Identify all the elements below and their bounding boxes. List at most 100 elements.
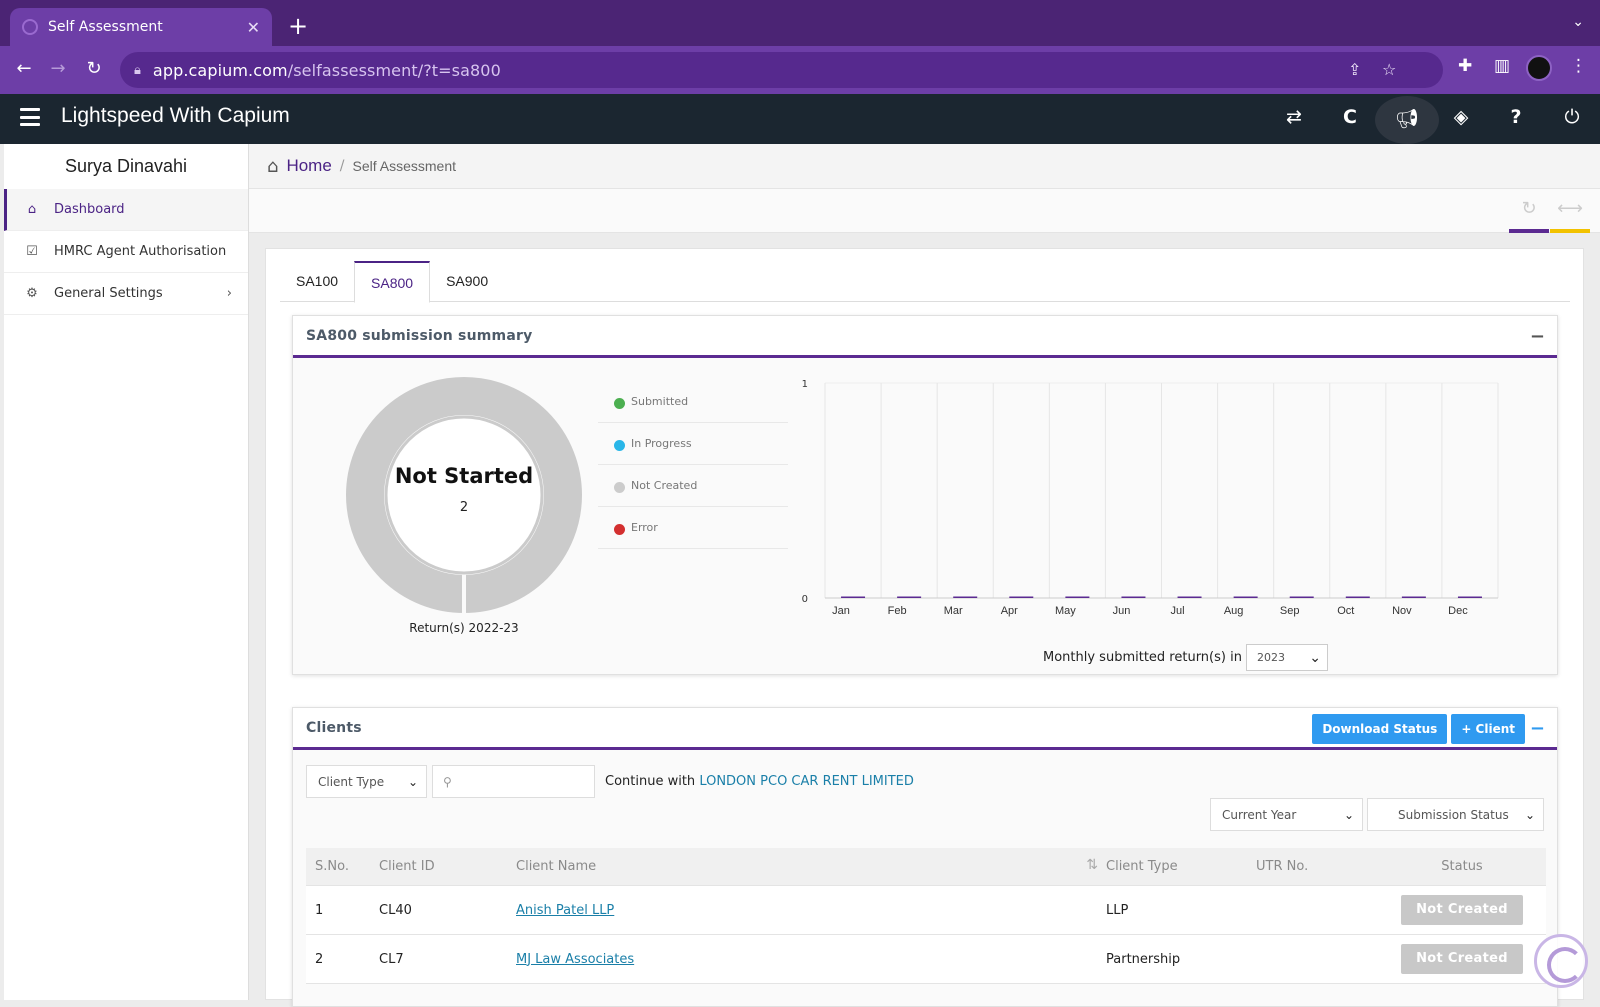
cell-sno: 1: [315, 902, 324, 918]
legend-dot: [614, 398, 625, 409]
browser-menu-icon[interactable]: ⋮: [1570, 56, 1587, 76]
sidebar-item-dashboard[interactable]: ⌂ Dashboard: [4, 189, 248, 231]
ticket-icon[interactable]: ◈: [1453, 106, 1469, 128]
download-status-button[interactable]: Download Status: [1312, 714, 1448, 744]
expand-width-icon[interactable]: ⟷: [1550, 189, 1590, 233]
panel-header: SA800 submission summary −: [293, 316, 1557, 358]
continue-client-link[interactable]: LONDON PCO CAR RENT LIMITED: [699, 774, 914, 789]
legend-item-in-progress: In Progress: [598, 423, 788, 465]
sidebar-item-label: Dashboard: [54, 202, 125, 217]
returns-donut-chart: Not Started 2: [346, 377, 582, 613]
bar-dec: [1457, 596, 1482, 598]
app-header: Lightspeed With Capium ⇄ C 📢︎ ◈ ? ⏻: [0, 94, 1600, 144]
panel-title: SA800 submission summary: [306, 327, 533, 344]
bar-jul: [1177, 596, 1202, 598]
bar-sep: [1289, 596, 1314, 598]
bar-apr: [1009, 596, 1034, 598]
client-search-input[interactable]: ⚲: [432, 765, 595, 798]
new-tab-icon[interactable]: +: [288, 12, 309, 40]
address-bar[interactable]: 🔒︎ app.capium.com/selfassessment/?t=sa80…: [120, 52, 1443, 88]
return-type-tabs: SA100 SA800 SA900: [280, 261, 1570, 303]
hamburger-menu-icon[interactable]: [20, 108, 40, 126]
donut-status-text: Not Started: [395, 464, 533, 488]
share-icon[interactable]: ⇪: [1348, 60, 1362, 79]
tab-sa800[interactable]: SA800: [354, 261, 431, 303]
submission-status-select[interactable]: Submission Status ⌄: [1367, 798, 1544, 831]
breadcrumb-home-link[interactable]: Home: [286, 156, 332, 175]
profile-avatar[interactable]: [1526, 55, 1552, 81]
sort-icon[interactable]: ⇅: [1086, 857, 1098, 873]
collapse-icon[interactable]: −: [1529, 326, 1545, 347]
browser-tab[interactable]: Self Assessment ✕: [10, 8, 272, 46]
add-client-button[interactable]: + Client: [1451, 714, 1525, 744]
sidebar: Surya Dinavahi ⌂ Dashboard ☑ HMRC Agent …: [4, 144, 249, 1000]
home-icon: ⌂: [267, 155, 279, 177]
power-icon[interactable]: ⏻: [1564, 106, 1580, 128]
sidebar-item-general-settings[interactable]: ⚙ General Settings ›: [4, 273, 248, 315]
table-row: 2 CL7 MJ Law Associates Partnership Not …: [306, 935, 1546, 984]
chevron-down-icon: ⌄: [1524, 807, 1535, 822]
client-name-link[interactable]: Anish Patel LLP: [516, 902, 615, 918]
browser-tab-strip: Self Assessment ✕ + ⌄: [0, 0, 1600, 46]
client-filter-row-2: Current Year ⌄ Submission Status ⌄: [1210, 798, 1544, 831]
legend-item-not-created: Not Created: [598, 465, 788, 507]
bar-mar: [953, 596, 978, 598]
extensions-icon[interactable]: ✚: [1458, 56, 1473, 76]
chevron-down-icon: ⌄: [407, 774, 418, 789]
side-panel-icon[interactable]: ▥: [1494, 56, 1511, 76]
client-filter-row: Client Type ⌄ ⚲ Continue with LONDON PCO…: [306, 765, 914, 798]
column-header-client-type[interactable]: Client Type: [1106, 859, 1178, 874]
client-type-select[interactable]: Client Type ⌄: [306, 765, 427, 798]
panel-header: Clients Download Status + Client −: [293, 708, 1557, 750]
tab-search-chevron-icon[interactable]: ⌄: [1572, 14, 1584, 30]
column-header-sno[interactable]: S.No.: [315, 859, 349, 874]
bar-oct: [1345, 596, 1370, 598]
x-tick-label: May: [1055, 605, 1076, 617]
help-icon[interactable]: ?: [1510, 106, 1522, 128]
x-tick-label: Apr: [1001, 605, 1018, 617]
column-header-utr[interactable]: UTR No.: [1256, 859, 1309, 874]
bar-jan: [841, 596, 866, 598]
forward-icon[interactable]: →: [50, 58, 66, 79]
status-button[interactable]: Not Created: [1401, 895, 1523, 925]
gears-icon: ⚙: [26, 286, 38, 301]
year-select[interactable]: 2023 ⌄: [1245, 644, 1328, 671]
collapse-icon[interactable]: −: [1529, 718, 1545, 739]
back-icon[interactable]: ←: [16, 58, 32, 79]
cell-status: Not Created: [1378, 895, 1546, 925]
column-header-client-name[interactable]: Client Name ⇅: [516, 857, 1098, 874]
column-header-status[interactable]: Status: [1441, 859, 1483, 874]
refresh-icon[interactable]: ↻: [1509, 189, 1549, 233]
chat-widget-icon[interactable]: [1534, 934, 1588, 988]
search-icon: ⚲: [443, 774, 452, 789]
x-tick-label: Nov: [1392, 605, 1412, 617]
tab-sa900[interactable]: SA900: [446, 273, 489, 289]
cell-client-name: MJ Law Associates: [516, 952, 1106, 967]
bar-jun: [1121, 596, 1146, 598]
capium-logo-icon[interactable]: C: [1343, 106, 1357, 128]
bookmark-star-icon[interactable]: ☆: [1382, 60, 1397, 79]
x-tick-label: Jan: [832, 605, 850, 617]
year-filter-select[interactable]: Current Year ⌄: [1210, 798, 1363, 831]
url-text: app.capium.com/selfassessment/?t=sa800: [152, 60, 501, 80]
status-button[interactable]: Not Created: [1401, 944, 1523, 974]
table-header: S.No. Client ID Client Name ⇅ Client Type…: [306, 848, 1546, 886]
reload-icon[interactable]: ↻: [86, 58, 102, 79]
switch-arrows-icon[interactable]: ⇄: [1286, 106, 1302, 128]
x-tick-label: Feb: [888, 605, 907, 617]
client-name-link[interactable]: MJ Law Associates: [516, 951, 635, 967]
cell-client-id: CL40: [379, 902, 412, 918]
cell-client-type: LLP: [1106, 902, 1129, 918]
announcement-megaphone-icon[interactable]: 📢︎: [1375, 96, 1439, 144]
cell-client-name: Anish Patel LLP: [516, 903, 1106, 918]
tab-sa100[interactable]: SA100: [296, 273, 339, 289]
sidebar-item-hmrc-agent-authorisation[interactable]: ☑ HMRC Agent Authorisation: [4, 231, 248, 273]
cell-client-type: Partnership: [1106, 951, 1181, 967]
close-tab-icon[interactable]: ✕: [246, 17, 260, 37]
sidebar-item-label: General Settings: [54, 286, 163, 301]
column-header-client-id[interactable]: Client ID: [379, 859, 435, 874]
capium-favicon-icon: [22, 19, 38, 35]
donut-count-text: 2: [460, 500, 468, 515]
breadcrumb-separator: /: [339, 158, 345, 174]
main-content-card: SA100 SA800 SA900 SA800 submission summa…: [265, 248, 1584, 1007]
